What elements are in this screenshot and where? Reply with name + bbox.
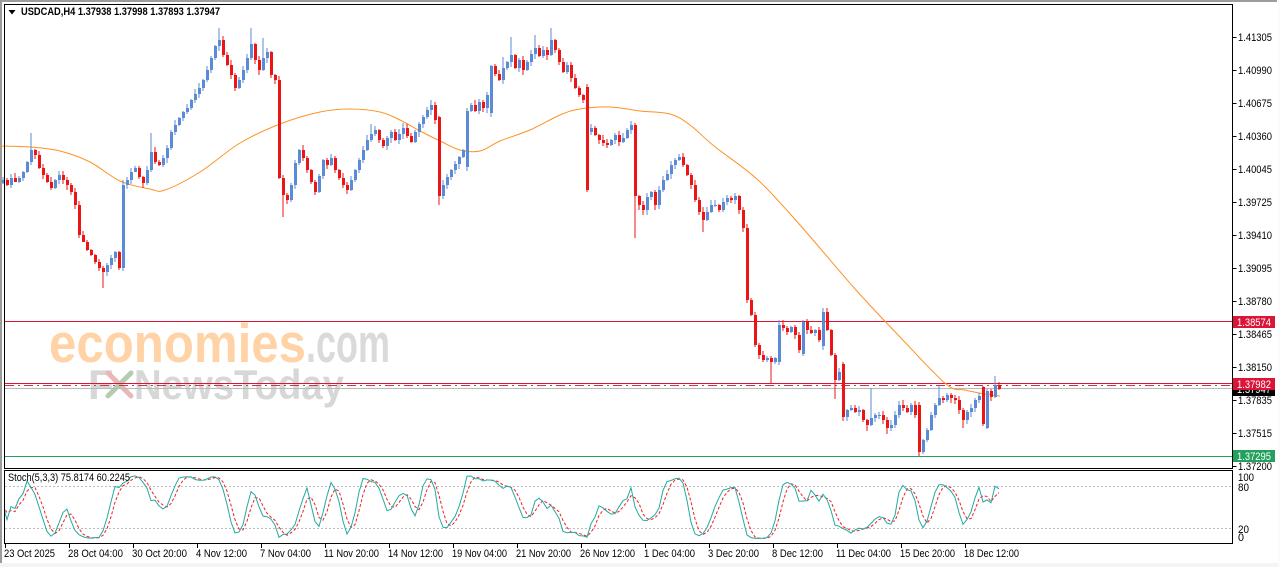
svg-text:30 Oct 20:00: 30 Oct 20:00 xyxy=(132,548,187,560)
svg-text:F: F xyxy=(88,361,114,408)
svg-text:.com: .com xyxy=(306,312,390,374)
svg-text:1 Dec 04:00: 1 Dec 04:00 xyxy=(644,548,695,560)
svg-text:1.38574: 1.38574 xyxy=(1237,317,1271,329)
svg-text:1.37515: 1.37515 xyxy=(1238,428,1272,440)
svg-text:20: 20 xyxy=(1238,524,1249,536)
svg-text:1.37200: 1.37200 xyxy=(1238,461,1272,473)
svg-text:1.37982: 1.37982 xyxy=(1237,379,1271,391)
svg-text:1.40675: 1.40675 xyxy=(1238,98,1272,110)
svg-text:USDCAD,H4 1.37938 1.37998 1.3: USDCAD,H4 1.37938 1.37998 1.37893 1.3794… xyxy=(21,6,220,18)
svg-text:28 Oct 04:00: 28 Oct 04:00 xyxy=(68,548,123,560)
svg-text:14 Nov 12:00: 14 Nov 12:00 xyxy=(388,548,443,560)
svg-text:100: 100 xyxy=(1238,472,1254,484)
svg-text:18 Dec 12:00: 18 Dec 12:00 xyxy=(964,548,1019,560)
svg-text:11 Dec 04:00: 11 Dec 04:00 xyxy=(836,548,891,560)
svg-text:1.39410: 1.39410 xyxy=(1238,230,1272,242)
svg-text:11 Nov 20:00: 11 Nov 20:00 xyxy=(324,548,379,560)
svg-text:1.39725: 1.39725 xyxy=(1238,197,1272,209)
svg-text:economies: economies xyxy=(49,312,306,374)
svg-text:1.37835: 1.37835 xyxy=(1238,395,1272,407)
svg-text:3 Dec 20:00: 3 Dec 20:00 xyxy=(708,548,759,560)
svg-text:19 Nov 04:00: 19 Nov 04:00 xyxy=(452,548,507,560)
svg-text:8 Dec 12:00: 8 Dec 12:00 xyxy=(772,548,823,560)
svg-text:1.38465: 1.38465 xyxy=(1238,329,1272,341)
svg-text:23 Oct 2025: 23 Oct 2025 xyxy=(4,548,55,560)
svg-text:1.40990: 1.40990 xyxy=(1238,65,1272,77)
svg-text:4 Nov 12:00: 4 Nov 12:00 xyxy=(196,548,247,560)
svg-text:1.39095: 1.39095 xyxy=(1238,263,1272,275)
svg-text:Stoch(5,3,3) 75.8174 60.2245: Stoch(5,3,3) 75.8174 60.2245 xyxy=(8,472,130,484)
svg-text:26 Nov 12:00: 26 Nov 12:00 xyxy=(580,548,635,560)
svg-text:7 Nov 04:00: 7 Nov 04:00 xyxy=(260,548,311,560)
svg-text:1.38780: 1.38780 xyxy=(1238,296,1272,308)
svg-text:NewsToday: NewsToday xyxy=(134,361,345,408)
svg-text:1.41305: 1.41305 xyxy=(1238,32,1272,44)
svg-text:15 Dec 20:00: 15 Dec 20:00 xyxy=(900,548,955,560)
svg-text:1.38150: 1.38150 xyxy=(1238,362,1272,374)
svg-text:1.40045: 1.40045 xyxy=(1238,164,1272,176)
svg-text:80: 80 xyxy=(1238,482,1249,494)
svg-text:21 Nov 20:00: 21 Nov 20:00 xyxy=(516,548,571,560)
svg-text:0: 0 xyxy=(1238,532,1244,544)
svg-text:1.40360: 1.40360 xyxy=(1238,131,1272,143)
svg-text:1.37295: 1.37295 xyxy=(1237,451,1271,463)
